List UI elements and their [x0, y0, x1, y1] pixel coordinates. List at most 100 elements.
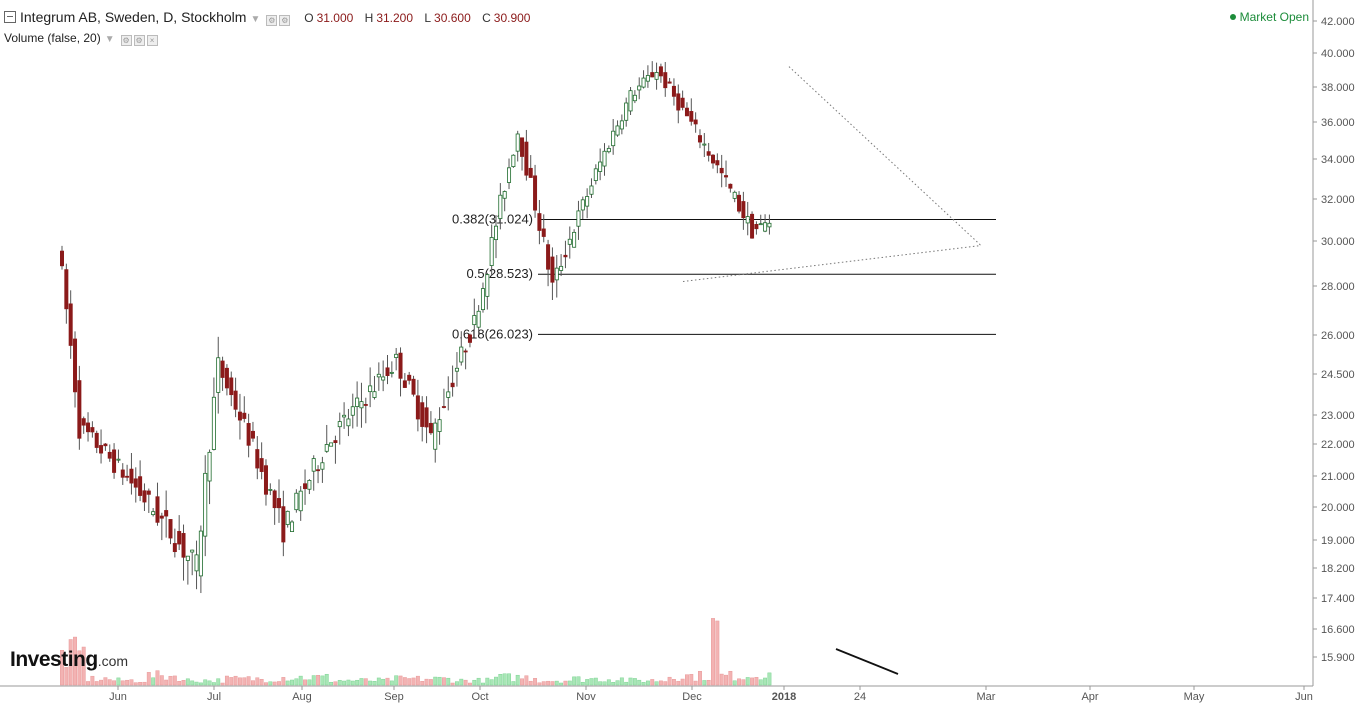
volume-bar	[211, 682, 216, 686]
candle-body	[693, 119, 698, 125]
ohlc-readout: O 31.000 H 31.200 L 30.600 C 30.900	[304, 11, 538, 25]
candle-body	[689, 111, 694, 122]
price-tick-label: 21.000	[1321, 471, 1355, 483]
candle-body	[64, 269, 69, 310]
candle-body	[697, 135, 702, 143]
volume-bar	[415, 675, 420, 686]
candle-body	[502, 191, 507, 199]
close-value: 30.900	[493, 11, 531, 25]
volume-bar	[337, 679, 342, 686]
candle-body	[441, 406, 446, 408]
open-key: O	[304, 11, 314, 25]
candle-body	[724, 175, 729, 178]
chevron-down-icon[interactable]: ▼	[104, 34, 115, 45]
settings-icon[interactable]: ⚙	[266, 15, 278, 26]
candle-body	[658, 66, 663, 77]
volume-bar	[719, 673, 724, 686]
candle-body	[732, 191, 737, 199]
symbol-title[interactable]: Integrum AB, Sweden, D, Stockholm	[20, 9, 247, 25]
candle-body	[276, 498, 281, 509]
time-tick-label: Jun	[1295, 691, 1313, 703]
candle-body	[298, 490, 303, 512]
volume-bar	[268, 681, 273, 686]
candle-body	[303, 483, 308, 490]
volume-bar	[402, 677, 407, 686]
volume-bar	[676, 681, 681, 686]
volume-bar	[763, 677, 768, 686]
close-icon[interactable]: ×	[146, 35, 158, 46]
volume-label[interactable]: Volume (false, 20)	[4, 31, 101, 45]
volume-bar	[567, 680, 572, 686]
volume-bar	[60, 650, 64, 686]
candle-body	[402, 380, 407, 388]
candle-body	[116, 458, 121, 461]
candle-body	[671, 85, 676, 97]
volume-bar	[632, 678, 637, 686]
candle-body	[68, 303, 73, 346]
settings-icon[interactable]: ⚙	[120, 35, 132, 46]
candle-body	[628, 90, 633, 112]
candle-body	[554, 267, 559, 281]
candle-body	[576, 210, 581, 227]
candle-body	[719, 167, 724, 174]
volume-bar	[298, 675, 303, 686]
volume-bar	[112, 680, 117, 686]
time-tick-label: 24	[854, 691, 866, 703]
volume-bar	[359, 678, 364, 686]
price-tick-label: 19.000	[1321, 535, 1355, 547]
volume-bar	[411, 677, 416, 686]
volume-bar	[728, 670, 733, 686]
candle-body	[324, 444, 329, 452]
candle-body	[684, 107, 689, 117]
candle-body	[641, 77, 646, 88]
collapse-icon[interactable]	[4, 11, 16, 23]
volume-bar	[316, 674, 321, 686]
volume-bar	[437, 676, 442, 686]
volume-bar	[294, 678, 299, 686]
price-tick-label: 38.000	[1321, 82, 1355, 94]
candle-body	[177, 531, 182, 545]
status-dot-icon	[1229, 14, 1236, 20]
candle-body	[146, 490, 151, 495]
volume-bar	[142, 681, 147, 686]
market-status-label: Market Open	[1239, 10, 1309, 24]
chevron-down-icon[interactable]: ▼	[250, 14, 261, 25]
candle-body	[220, 360, 225, 378]
candle-body	[433, 422, 438, 450]
volume-bar	[546, 680, 551, 686]
candle-body	[259, 458, 264, 472]
candle-body	[381, 376, 386, 381]
volume-bar	[185, 678, 190, 686]
volume-bar	[363, 678, 368, 686]
volume-bar	[346, 679, 351, 686]
candle-body	[511, 154, 516, 168]
volume-bar	[698, 670, 702, 686]
candle-body	[81, 418, 86, 426]
format-icon[interactable]: ⚙	[133, 35, 145, 46]
volume-bar	[103, 677, 108, 686]
volume-bar	[563, 680, 568, 686]
candle-body	[181, 533, 186, 558]
candle-body	[450, 382, 455, 388]
format-icon[interactable]: ⚙	[279, 15, 291, 26]
volume-bar	[576, 676, 581, 686]
volume-bar	[602, 681, 607, 686]
candle-body	[346, 418, 351, 427]
candle-body	[667, 81, 672, 84]
volume-bar	[685, 674, 689, 686]
price-tick-label: 22.000	[1321, 439, 1355, 451]
market-status: Market Open	[1229, 10, 1309, 24]
volume-bar	[207, 680, 212, 686]
volume-bar	[611, 682, 616, 686]
candle-body	[650, 72, 655, 78]
trendline-upper	[788, 66, 982, 246]
volume-bar	[94, 681, 99, 686]
volume-bar	[203, 679, 208, 686]
price-tick-label: 42.000	[1321, 16, 1355, 28]
volume-bar	[290, 679, 294, 686]
candle-body	[77, 380, 82, 439]
time-tick-label: Jul	[207, 691, 221, 703]
high-value: 31.200	[376, 11, 414, 25]
volume-bar	[658, 680, 663, 686]
